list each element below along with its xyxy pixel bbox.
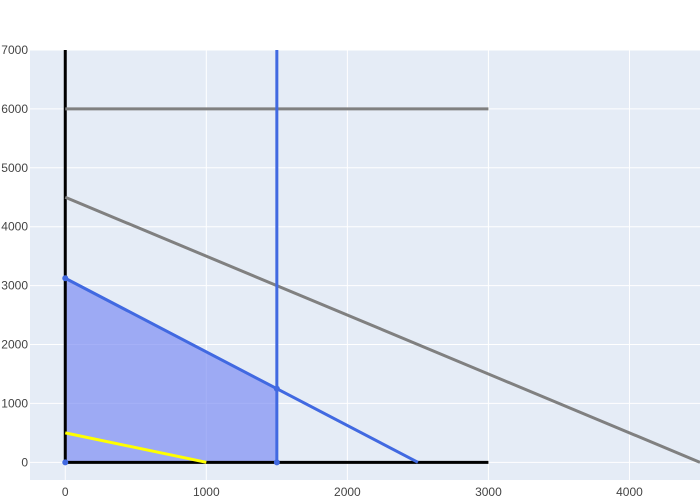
y-tick-label: 4000: [1, 220, 28, 234]
vertex-point: [62, 275, 69, 282]
x-tick-label: 0: [62, 485, 69, 499]
y-axis-tick-labels: 0 1000 2000 3000 4000 5000 6000 7000: [1, 43, 28, 469]
vertex-point: [273, 459, 280, 466]
y-tick-label: 1000: [1, 396, 28, 410]
x-tick-label: 1000: [193, 485, 220, 499]
y-tick-label: 7000: [1, 43, 28, 57]
vertex-point: [273, 385, 280, 392]
y-tick-label: 2000: [1, 338, 28, 352]
y-tick-label: 3000: [1, 279, 28, 293]
vertex-markers: [62, 275, 280, 466]
x-axis-tick-labels: 0 1000 2000 3000 4000: [62, 485, 643, 499]
series-line-4: [64, 195, 700, 464]
y-tick-label: 0: [21, 455, 28, 469]
vertex-point: [62, 459, 69, 466]
series-lines: [63, 50, 700, 464]
y-tick-label: 6000: [1, 102, 28, 116]
x-tick-label: 4000: [616, 485, 643, 499]
x-tick-label: 2000: [334, 485, 361, 499]
feasible-region: [65, 278, 277, 463]
y-tick-label: 5000: [1, 161, 28, 175]
series-line-6: [64, 276, 419, 464]
x-tick-label: 3000: [475, 485, 502, 499]
series-line-7: [64, 431, 207, 464]
